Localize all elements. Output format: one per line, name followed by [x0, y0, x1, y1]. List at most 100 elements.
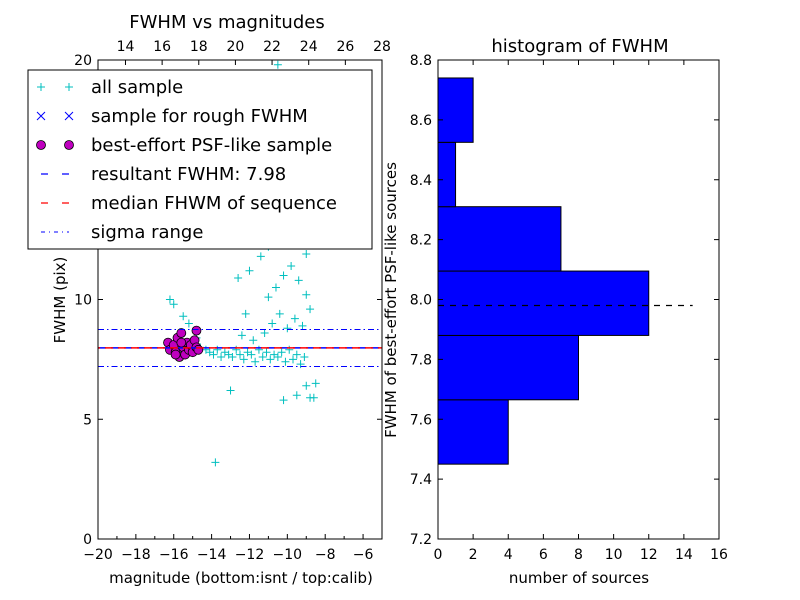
- all-sample-point: [302, 249, 311, 258]
- histogram-bar: [437, 141, 457, 208]
- all-sample-point: [236, 350, 244, 359]
- left-top-tick-label: 18: [190, 39, 208, 55]
- all-sample-point: [306, 305, 315, 314]
- all-sample-point: [184, 319, 193, 328]
- legend-label-3: resultant FWHM: 7.98: [91, 164, 286, 185]
- right-histogram-panel: 0 2 4 6 8 10 12 14 16 7.2 7.4 7.6 7.8 8.0 8.2 8.4 8.6 8.8…: [382, 36, 728, 587]
- histogram-bar: [437, 399, 509, 465]
- legend-label-2: best-effort PSF-like sample: [91, 135, 332, 156]
- all-sample-point: [264, 293, 273, 302]
- right-y-tick-label: 8.8: [410, 53, 432, 69]
- all-sample-point: [211, 458, 220, 467]
- right-x-tick-label: 10: [605, 547, 623, 563]
- right-x-tick-label: 8: [574, 547, 583, 563]
- all-sample-point: [285, 345, 294, 354]
- all-sample-point: [165, 295, 174, 304]
- legend-circle-marker: [36, 140, 46, 150]
- legend-x-marker: [36, 111, 46, 121]
- all-sample-point: [256, 252, 265, 261]
- left-x-tick-label: −6: [353, 547, 374, 563]
- legend-label-4: median FHWM of sequence: [91, 193, 337, 214]
- all-sample-point: [237, 331, 246, 340]
- legend-items: [36, 83, 74, 233]
- all-sample-point: [309, 393, 318, 402]
- all-sample-point: [311, 379, 320, 388]
- all-sample-point: [287, 261, 296, 270]
- right-y-tick-label: 7.4: [410, 472, 432, 488]
- all-sample-point: [217, 352, 226, 361]
- right-x-tick-label: 12: [640, 547, 658, 563]
- left-x-tick-label: −20: [83, 547, 113, 563]
- left-y-tick-label: 10: [74, 293, 92, 309]
- legend-label-0: all sample: [91, 77, 183, 98]
- right-y-tick-label: 8.0: [410, 293, 432, 309]
- right-xlabel: number of sources: [509, 569, 649, 587]
- all-sample-point: [298, 321, 307, 330]
- left-ticks-group: −20 −18 −16 −14 −12 −10 −8 −6 14 16 18 20 22 24 26 28 0 5…: [74, 39, 391, 563]
- left-top-tick-label: 14: [117, 39, 135, 55]
- psf-sample-point: [176, 328, 187, 338]
- legend: all sample sample for rough FWHM best-ef…: [27, 69, 373, 250]
- left-x-tick-label: −10: [273, 547, 303, 563]
- all-sample-point: [302, 290, 311, 299]
- left-x-tick-label: −8: [315, 547, 336, 563]
- all-sample-point: [279, 396, 288, 405]
- all-sample-point: [268, 319, 277, 328]
- legend-plus-marker: [37, 83, 45, 91]
- left-y-top-label: 20: [74, 53, 92, 69]
- right-y-tick-label: 8.4: [410, 173, 432, 189]
- left-x-tick-label: −16: [159, 547, 189, 563]
- legend-circle-marker: [64, 140, 74, 150]
- left-x-tick-label: −18: [121, 547, 151, 563]
- all-sample-point: [289, 355, 298, 364]
- right-x-tick-label: 2: [469, 547, 478, 563]
- left-top-tick-label: 26: [336, 39, 354, 55]
- all-sample-point: [254, 345, 263, 354]
- left-y-tick-label: 0: [83, 532, 92, 548]
- all-sample-point: [283, 324, 292, 333]
- all-sample-point: [273, 60, 282, 69]
- all-sample-point: [292, 391, 301, 400]
- left-top-tick-label: 24: [300, 39, 318, 55]
- right-x-tick-label: 16: [710, 547, 728, 563]
- legend-x-marker: [64, 111, 74, 121]
- histogram-bar: [437, 270, 650, 336]
- legend-plus-marker: [65, 83, 73, 91]
- all-sample-point: [213, 345, 222, 354]
- right-title: histogram of FWHM: [491, 36, 668, 57]
- psf-sample-point: [193, 344, 204, 355]
- all-sample-point: [179, 312, 188, 321]
- legend-label-1: sample for rough FWHM: [91, 106, 308, 127]
- all-sample-point: [251, 357, 260, 366]
- left-xlabel: magnitude (bottom:isnt / top:calib): [109, 569, 373, 587]
- right-x-tick-label: 6: [539, 547, 548, 563]
- histogram-bar: [437, 206, 562, 272]
- all-sample-point: [302, 381, 311, 390]
- all-sample-point: [260, 329, 269, 338]
- left-x-tick-label: −12: [235, 547, 265, 563]
- right-ticks-group: 0 2 4 6 8 10 12 14 16 7.2 7.4 7.6 7.8 8.0 8.2 8.4 8.6 8.8: [410, 53, 728, 563]
- all-sample-point: [247, 350, 256, 359]
- left-top-tick-label: 20: [227, 39, 245, 55]
- right-y-tick-label: 7.2: [410, 532, 432, 548]
- all-sample-point: [275, 309, 284, 318]
- right-y-tick-label: 8.2: [410, 233, 432, 249]
- psf-sample-point: [176, 337, 187, 348]
- right-y-tick-label: 7.8: [410, 352, 432, 368]
- left-x-tick-label: −14: [197, 547, 227, 563]
- left-top-tick-label: 16: [153, 39, 171, 55]
- all-sample-point: [258, 352, 267, 361]
- right-y-tick-label: 8.6: [410, 113, 432, 129]
- right-y-tick-label: 7.6: [410, 412, 432, 428]
- all-sample-point: [228, 352, 237, 361]
- psf-sample-point: [191, 325, 202, 336]
- all-sample-point: [277, 348, 286, 357]
- all-sample-point: [294, 276, 303, 285]
- legend-label-5: sigma range: [91, 222, 203, 243]
- all-sample-point: [281, 357, 290, 366]
- all-sample-point: [234, 273, 243, 282]
- all-sample-point: [232, 345, 241, 354]
- all-sample-point: [262, 348, 271, 357]
- legend-frame: [27, 69, 373, 250]
